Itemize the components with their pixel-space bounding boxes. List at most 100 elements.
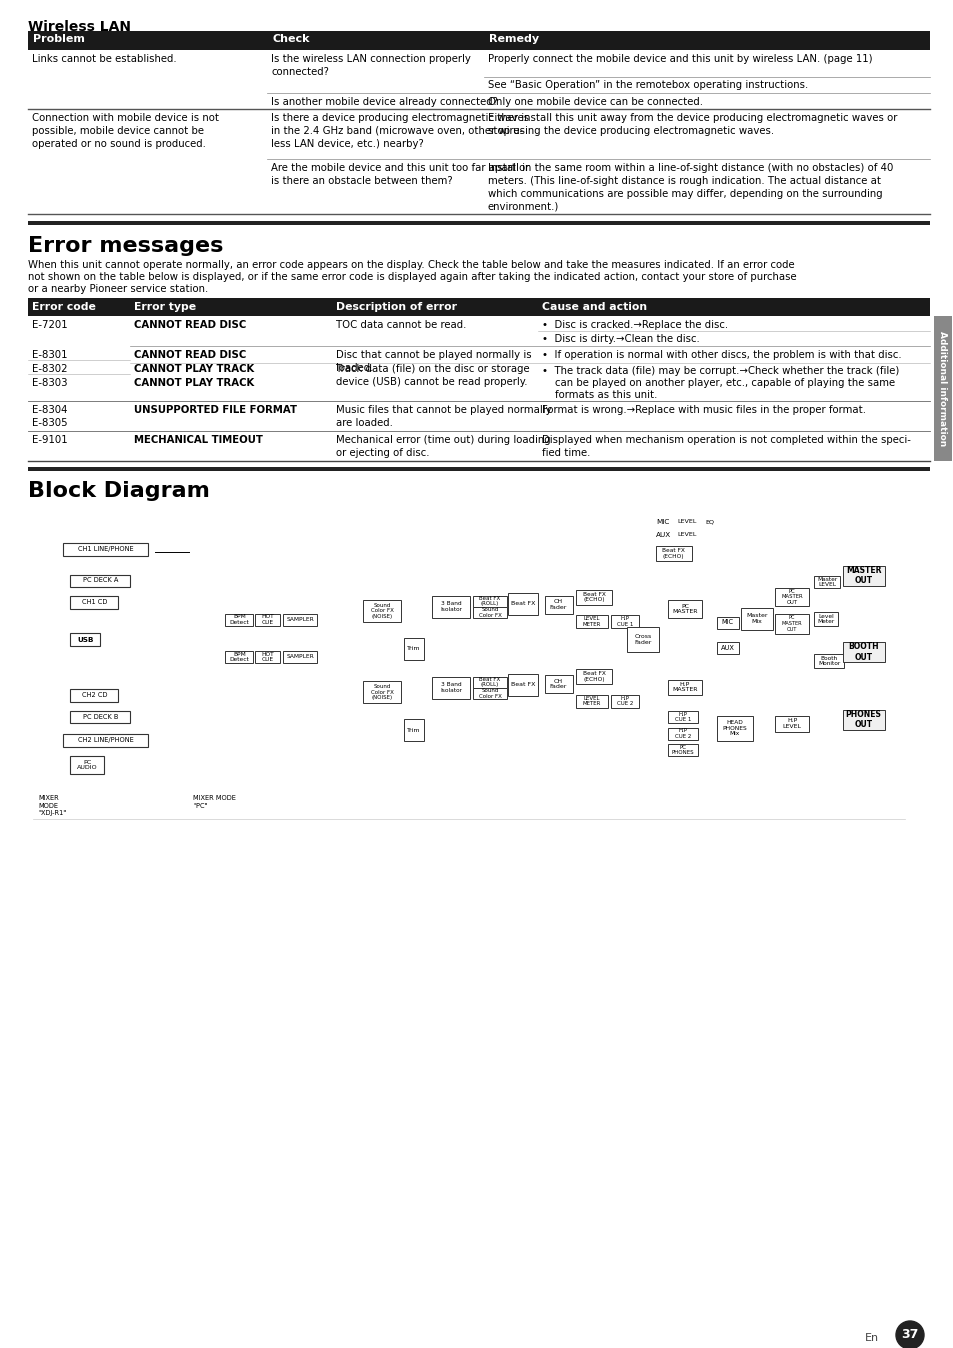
Text: 3 Band
Isolator: 3 Band Isolator (440, 682, 462, 693)
Text: Level
Meter: Level Meter (817, 613, 834, 624)
Bar (740, 608, 772, 630)
Bar (627, 627, 659, 652)
Text: CANNOT PLAY TRACK: CANNOT PLAY TRACK (133, 364, 253, 373)
Bar (507, 593, 537, 615)
Text: HOT
CUE: HOT CUE (261, 615, 274, 625)
Text: •  Disc is dirty.→Clean the disc.: • Disc is dirty.→Clean the disc. (541, 334, 699, 344)
Bar (225, 651, 253, 663)
Text: Check: Check (272, 34, 309, 44)
Text: Beat FX
(ECHO): Beat FX (ECHO) (661, 549, 684, 559)
Circle shape (895, 1321, 923, 1348)
Bar (813, 612, 838, 625)
Bar (363, 681, 401, 704)
Bar (71, 710, 131, 723)
Text: Trim: Trim (407, 647, 420, 651)
Text: Sound
Color FX: Sound Color FX (478, 607, 501, 617)
Text: Beat FX: Beat FX (510, 601, 535, 607)
Text: E-9101: E-9101 (32, 435, 68, 445)
Text: E-8304
E-8305: E-8304 E-8305 (32, 404, 68, 427)
Text: BPM
Detect: BPM Detect (230, 615, 249, 625)
Text: Beat FX
(ROLL): Beat FX (ROLL) (479, 677, 500, 687)
Text: Properly connect the mobile device and this unit by wireless LAN. (page 11): Properly connect the mobile device and t… (487, 54, 871, 63)
Bar (404, 718, 423, 741)
Text: CH2 CD: CH2 CD (81, 692, 107, 698)
Bar (841, 566, 883, 585)
Text: PC
MASTER
OUT: PC MASTER OUT (781, 615, 801, 632)
Bar (71, 689, 118, 701)
Bar (716, 642, 738, 654)
Bar (28, 466, 929, 470)
Text: When this unit cannot operate normally, an error code appears on the display. Ch: When this unit cannot operate normally, … (28, 260, 794, 270)
Text: BOOTH
OUT: BOOTH OUT (847, 642, 878, 662)
Bar (576, 694, 608, 708)
Bar (473, 596, 507, 607)
Text: CH1 LINE/PHONE: CH1 LINE/PHONE (77, 546, 133, 553)
Text: LEVEL: LEVEL (677, 519, 697, 524)
Text: HEAD
PHONES
Mix: HEAD PHONES Mix (721, 720, 746, 736)
Text: PC DECK B: PC DECK B (83, 714, 118, 720)
Text: formats as this unit.: formats as this unit. (541, 390, 657, 400)
Text: Sound
Color FX
(NOISE): Sound Color FX (NOISE) (371, 603, 394, 619)
Text: MIXER
MODE
"XDJ-R1": MIXER MODE "XDJ-R1" (38, 795, 66, 817)
Text: Error messages: Error messages (28, 236, 223, 256)
Text: CANNOT READ DISC: CANNOT READ DISC (133, 319, 246, 330)
Text: CANNOT PLAY TRACK: CANNOT PLAY TRACK (133, 377, 253, 388)
Bar (655, 546, 691, 561)
Text: H.P
LEVEL: H.P LEVEL (781, 718, 801, 729)
Text: MIC: MIC (720, 620, 733, 625)
Bar (774, 588, 808, 607)
Text: H.P
CUE 2: H.P CUE 2 (674, 728, 690, 739)
Text: Block Diagram: Block Diagram (28, 481, 210, 501)
Text: LEVEL
METER: LEVEL METER (582, 616, 600, 627)
Bar (507, 674, 537, 696)
Text: LEVEL: LEVEL (677, 532, 697, 537)
Text: CH
Fader: CH Fader (549, 678, 567, 689)
Text: PC DECK A: PC DECK A (83, 577, 118, 584)
Bar (611, 694, 639, 708)
Bar (71, 596, 118, 608)
Text: UNSUPPORTED FILE FORMAT: UNSUPPORTED FILE FORMAT (133, 404, 296, 415)
Bar (225, 613, 253, 625)
Text: PC
MASTER
OUT: PC MASTER OUT (781, 589, 802, 605)
Text: Connection with mobile device is not
possible, mobile device cannot be
operated : Connection with mobile device is not pos… (32, 113, 219, 148)
Text: or a nearby Pioneer service station.: or a nearby Pioneer service station. (28, 284, 208, 294)
Text: Wireless LAN: Wireless LAN (28, 20, 131, 34)
Bar (28, 31, 929, 50)
Text: SAMPLER: SAMPLER (286, 655, 314, 659)
Text: MECHANICAL TIMEOUT: MECHANICAL TIMEOUT (133, 435, 262, 445)
Text: PC
MASTER: PC MASTER (672, 604, 697, 615)
Text: Additional information: Additional information (938, 330, 946, 446)
Text: Links cannot be established.: Links cannot be established. (32, 54, 176, 63)
Bar (576, 615, 608, 628)
Bar (432, 677, 470, 698)
Bar (667, 710, 698, 723)
Bar (667, 679, 701, 694)
Text: PC
AUDIO: PC AUDIO (77, 760, 97, 771)
Text: Remedy: Remedy (488, 34, 538, 44)
Text: Master
Mix: Master Mix (745, 613, 767, 624)
Bar (841, 642, 883, 662)
Bar (576, 589, 612, 604)
Bar (611, 615, 639, 628)
Bar (667, 728, 698, 740)
Text: Booth
Monitor: Booth Monitor (817, 655, 840, 666)
Text: •  If operation is normal with other discs, the problem is with that disc.: • If operation is normal with other disc… (541, 350, 901, 360)
Text: Sound
Color FX
(NOISE): Sound Color FX (NOISE) (371, 683, 394, 701)
Text: H.P
CUE 2: H.P CUE 2 (617, 696, 633, 706)
Text: Cause and action: Cause and action (541, 302, 646, 311)
Text: MASTER
OUT: MASTER OUT (845, 566, 881, 585)
Text: E-7201: E-7201 (32, 319, 68, 330)
Text: Only one mobile device can be connected.: Only one mobile device can be connected. (487, 97, 701, 106)
Text: MIXER MODE
"PC": MIXER MODE "PC" (193, 795, 235, 809)
Bar (544, 675, 572, 693)
Bar (774, 613, 808, 634)
Text: Master
LEVEL: Master LEVEL (816, 577, 837, 588)
Text: E-8301: E-8301 (32, 350, 68, 360)
Text: Track data (file) on the disc or storage
device (USB) cannot be read properly.: Track data (file) on the disc or storage… (335, 364, 529, 387)
Bar (71, 756, 104, 774)
Bar (473, 687, 507, 698)
Text: •  The track data (file) may be corrupt.→Check whether the track (file): • The track data (file) may be corrupt.→… (541, 367, 898, 376)
Text: AUX: AUX (655, 532, 670, 538)
Bar (716, 616, 738, 628)
Text: LEVEL
METER: LEVEL METER (582, 696, 600, 706)
